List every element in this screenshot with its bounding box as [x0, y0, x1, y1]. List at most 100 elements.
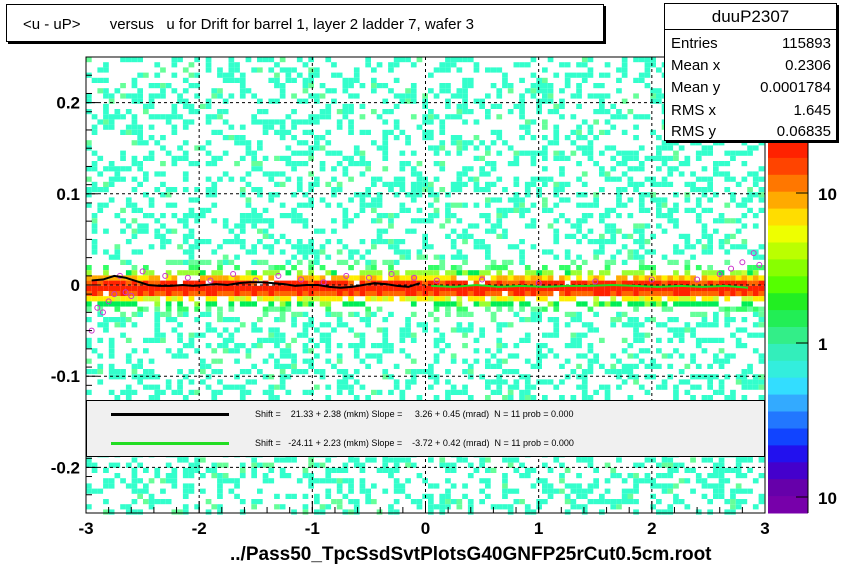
- mean-point: [184, 274, 191, 281]
- heatmap-cell: [308, 363, 314, 369]
- heatmap-cell: [667, 363, 674, 369]
- heatmap-cell: [701, 337, 708, 343]
- heatmap-cell: [656, 285, 662, 291]
- heatmap-cell: [262, 358, 269, 364]
- heatmap-cell: [530, 135, 537, 141]
- heatmap-cell: [348, 488, 354, 494]
- heatmap-cell: [485, 285, 491, 291]
- heatmap-cell: [758, 265, 765, 271]
- heatmap-cell: [165, 291, 172, 297]
- heatmap-cell: [103, 124, 109, 130]
- heatmap-cell: [690, 275, 696, 281]
- heatmap-cell: [120, 207, 126, 213]
- heatmap-cell: [576, 384, 582, 390]
- heatmap-cell: [245, 285, 252, 291]
- heatmap-cell: [388, 374, 394, 380]
- heatmap-cell: [616, 275, 622, 281]
- heatmap-cell: [336, 478, 343, 484]
- heatmap-cell: [610, 124, 617, 130]
- heatmap-cell: [336, 369, 343, 375]
- heatmap-cell: [524, 332, 531, 338]
- heatmap-cell: [416, 249, 423, 255]
- heatmap-cell: [120, 114, 126, 120]
- heatmap-cell: [143, 369, 149, 375]
- heatmap-cell: [553, 488, 560, 494]
- heatmap-cell: [114, 291, 121, 297]
- heatmap-cell: [376, 114, 383, 120]
- heatmap-cell: [684, 265, 691, 271]
- heatmap-cell: [690, 296, 696, 302]
- heatmap-cell: [188, 265, 195, 271]
- heatmap-cell: [108, 280, 115, 286]
- heatmap-cell: [125, 202, 132, 208]
- heatmap-cell: [257, 259, 263, 265]
- heatmap-cell: [576, 265, 582, 271]
- heatmap-cell: [741, 499, 748, 505]
- heatmap-cell: [114, 301, 121, 307]
- fit-legend: Shift = 21.33 + 2.38 (mkm) Slope = 3.26 …: [86, 400, 765, 457]
- heatmap-cell: [371, 239, 377, 245]
- heatmap-cell: [570, 140, 577, 146]
- heatmap-cell: [296, 244, 303, 250]
- mean-point: [716, 271, 723, 278]
- heatmap-cell: [405, 254, 411, 260]
- heatmap-cell: [177, 509, 183, 515]
- heatmap-cell: [239, 228, 246, 234]
- heatmap-cell: [422, 285, 428, 291]
- heatmap-cell: [456, 202, 463, 208]
- heatmap-cell: [536, 317, 542, 323]
- heatmap-cell: [257, 275, 263, 281]
- heatmap-cell: [433, 327, 440, 333]
- stat-value: 0.0001784: [760, 79, 831, 96]
- heatmap-cell: [234, 384, 240, 390]
- heatmap-cell: [108, 98, 115, 104]
- heatmap-cell: [325, 254, 332, 260]
- heatmap-cell: [217, 509, 223, 515]
- heatmap-cell: [713, 488, 719, 494]
- heatmap-cell: [758, 306, 765, 312]
- heatmap-cell: [735, 462, 742, 468]
- heatmap-cell: [353, 332, 360, 338]
- heatmap-cell: [268, 337, 275, 343]
- heatmap-cell: [108, 301, 115, 307]
- heatmap-cell: [735, 499, 742, 505]
- heatmap-cell: [325, 478, 332, 484]
- heatmap-cell: [467, 311, 474, 317]
- heatmap-cell: [279, 83, 286, 89]
- heatmap-cell: [222, 275, 229, 281]
- heatmap-cell: [621, 114, 628, 120]
- heatmap-cell: [485, 265, 491, 271]
- heatmap-cell: [718, 348, 725, 354]
- heatmap-cell: [371, 202, 377, 208]
- heatmap-cell: [433, 270, 440, 276]
- heatmap-cell: [490, 467, 497, 473]
- heatmap-cell: [467, 77, 474, 83]
- heatmap-cell: [291, 166, 297, 172]
- heatmap-cell: [200, 332, 206, 338]
- mean-point: [739, 259, 746, 266]
- heatmap-cell: [638, 478, 645, 484]
- heatmap-cell: [553, 155, 560, 161]
- heatmap-cell: [553, 192, 560, 198]
- heatmap-cell: [405, 478, 411, 484]
- heatmap-cell: [576, 504, 582, 510]
- heatmap-cell: [393, 192, 400, 198]
- heatmap-cell: [730, 395, 736, 401]
- heatmap-cell: [496, 207, 503, 213]
- heatmap-cell: [205, 140, 212, 146]
- colorbar-swatch: [768, 191, 808, 210]
- heatmap-cell: [542, 499, 548, 505]
- heatmap-cell: [695, 202, 702, 208]
- heatmap-cell: [228, 306, 235, 312]
- heatmap-cell: [758, 176, 765, 182]
- heatmap-cell: [610, 207, 617, 213]
- heatmap-cell: [570, 150, 577, 156]
- mean-point: [128, 292, 135, 299]
- heatmap-cell: [530, 483, 537, 489]
- heatmap-cell: [308, 483, 314, 489]
- heatmap-cell: [91, 348, 98, 354]
- heatmap-cell: [217, 306, 223, 312]
- heatmap-cell: [661, 155, 668, 161]
- heatmap-cell: [485, 218, 491, 224]
- heatmap-cell: [194, 285, 200, 291]
